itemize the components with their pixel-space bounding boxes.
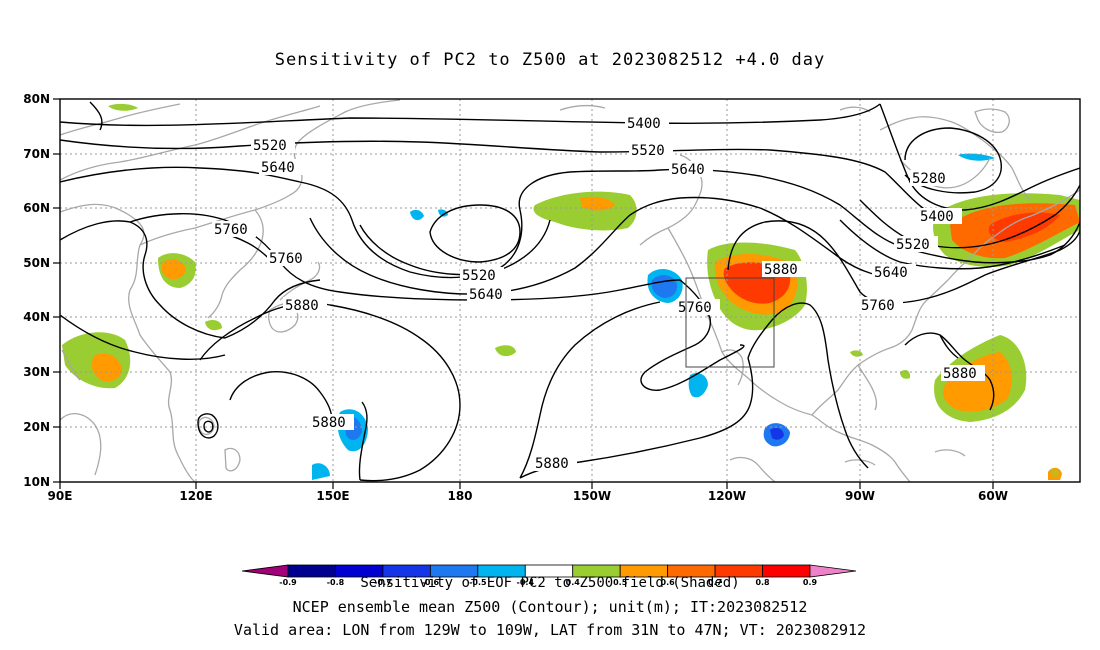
caption-shaded: Sensitivity of EOF PC2 to Z500 field (Sh… [360,575,740,591]
lat-label: 20N [23,420,50,434]
contour-label: 5280 [910,170,954,187]
contour-label: 5520 [251,137,295,154]
valid-area-box [685,277,775,368]
grid [60,99,1080,482]
lon-label: 120E [179,489,212,503]
lon-label: 150W [573,489,611,503]
lat-label: 70N [23,147,50,161]
colorbar: -0.9 -0.8 -0.7 -0.6 -0.5 -0.4 0.4 0.5 0.6 0.7 0.8 0… [241,564,857,587]
contour-label-text: 5640 [261,160,295,176]
contour-label-text: 5400 [627,116,661,132]
colorbar-tick-label: 0.5 [613,578,628,587]
contour-label-text: 5880 [535,456,569,472]
contour-label-text: 5880 [312,415,346,431]
colorbar-tick-label: 0.7 [708,578,722,587]
colorbar-tick-label: 0.8 [755,578,770,587]
contour-label: 5400 [625,115,669,132]
lon-label: 90E [48,489,73,503]
contour-label: 5640 [467,286,511,303]
contour-label: 5520 [894,236,938,253]
colorbar-tick-label: 0.9 [803,578,818,587]
lon-label: 120W [708,489,746,503]
z500-contours [60,101,1080,482]
lat-label: 40N [23,310,50,324]
page-title: Sensitivity of PC2 to Z500 at 2023082512… [274,50,826,70]
contour-label: 5760 [212,221,256,238]
lon-label: 180 [447,489,472,503]
contour-label-text: 5520 [253,138,287,154]
contour-label-text: 5880 [943,366,977,382]
lat-label: 50N [23,256,50,270]
contour-label: 5640 [259,159,303,176]
colorbar-tick-label: -0.4 [517,578,535,587]
caption-valid-area: Valid area: LON from 129W to 109W, LAT f… [233,621,867,639]
contour-label-text: 5880 [764,262,798,278]
lat-label: 10N [23,475,50,489]
contour-label-text: 5520 [896,237,930,253]
colorbar-tick-label: -0.8 [327,578,345,587]
colorbar-tick-label: -0.6 [422,578,440,587]
contour-label: 5880 [941,365,985,382]
contour-label: 5880 [283,297,327,314]
contour-label: 5760 [859,297,903,314]
caption-contour: NCEP ensemble mean Z500 (Contour); unit(… [292,598,808,616]
contour-label-text: 5280 [912,171,946,187]
contour-label-group: 5400 5520 5520 5640 5640 5760 5760 5880 … [212,115,985,472]
contour-label-text: 5760 [678,300,712,316]
colorbar-tick-label: -0.5 [469,578,487,587]
contour-label-text: 5880 [285,298,319,314]
coastlines [60,99,1080,482]
contour-label-text: 5640 [469,287,503,303]
lat-label: 60N [23,201,50,215]
contour-label: 5760 [676,299,720,316]
colorbar-tick-label: 0.6 [661,578,676,587]
contour-label-text: 5400 [920,209,954,225]
lat-label: 30N [23,365,50,379]
lon-label: 60W [978,489,1008,503]
colorbar-tick-label: 0.4 [566,578,581,587]
lat-axis-labels: 10N 20N 30N 40N 50N 60N 70N 80N [23,92,50,489]
colorbar-tick-label: -0.7 [374,578,392,587]
contour-label: 5880 [310,414,354,431]
axis-ticks [53,98,994,489]
contour-label: 5520 [629,142,673,159]
contour-label: 5400 [918,208,962,225]
colorbar-arrow-right [809,564,857,578]
contour-label-text: 5640 [671,162,705,178]
contour-label-text: 5640 [874,265,908,281]
contour-label-text: 5760 [214,222,248,238]
contour-label: 5520 [460,267,504,284]
sensitivity-shading [62,103,1080,480]
contour-label-text: 5760 [269,251,303,267]
colorbar-tick-label: -0.9 [279,578,297,587]
plot-frame [59,98,1081,483]
lon-label: 90W [845,489,875,503]
contour-label: 5880 [762,261,806,278]
contour-label: 5640 [669,161,713,178]
contour-label: 5760 [267,250,311,267]
contour-label-text: 5760 [861,298,895,314]
contour-label-text: 5520 [631,143,665,159]
contour-label: 5640 [872,264,916,281]
lon-axis-labels: 90E 120E 150E 180 150W 120W 90W 60W [48,489,1008,503]
lon-label: 150E [316,489,349,503]
contour-label: 5880 [533,455,577,472]
lat-label: 80N [23,92,50,106]
contour-label-text: 5520 [462,268,496,284]
